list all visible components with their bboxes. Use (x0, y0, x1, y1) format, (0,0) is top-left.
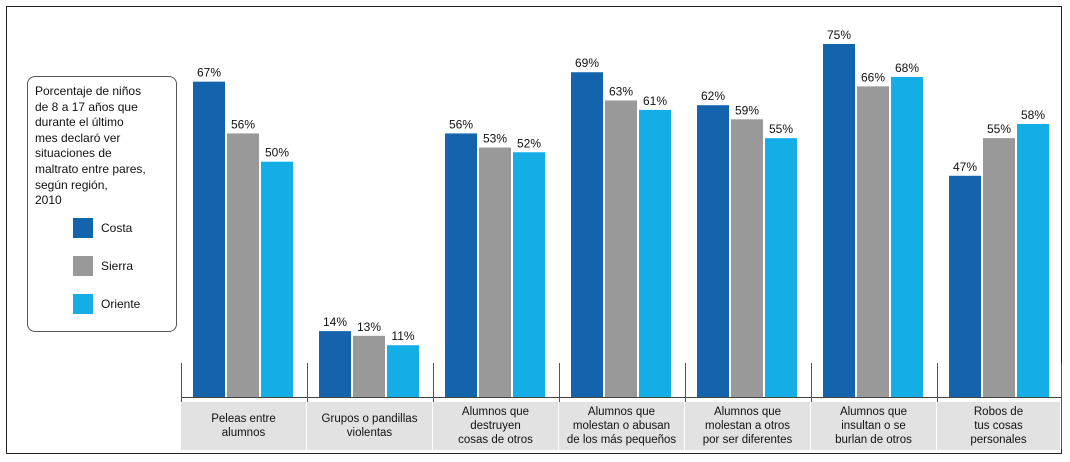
category-label-5: Alumnos que insultan o se burlan de otro… (811, 402, 936, 450)
legend-label-oriente: Oriente (101, 297, 141, 311)
bar-sierra-6 (983, 138, 1015, 397)
data-label-costa-1: 14% (323, 315, 347, 329)
data-label-sierra-6: 55% (987, 122, 1011, 136)
bar-oriente-5 (891, 76, 923, 398)
data-label-oriente-2: 52% (517, 136, 541, 150)
bar-sierra-4 (731, 119, 763, 397)
data-label-costa-4: 62% (701, 89, 725, 103)
legend-item-costa: Costa (73, 218, 132, 238)
category-label-text: Peleas entre alumnos (211, 413, 276, 439)
bar-costa-3 (571, 72, 603, 398)
bar-sierra-0 (227, 133, 259, 397)
legend-swatch-oriente (73, 294, 93, 314)
category-label-6: Robos de tus cosas personales (937, 402, 1060, 450)
category-label-text: Alumnos que molestan a otros por ser dif… (702, 406, 793, 446)
legend-swatch-sierra (73, 256, 93, 276)
bar-costa-1 (319, 331, 351, 397)
bar-chart: 67% 56% 50% 14% 13% 11% 56% 53% 52% 69% 63% 61% 62% 5… (181, 28, 1062, 449)
legend-label-sierra: Sierra (101, 259, 134, 273)
bar-oriente-3 (639, 109, 671, 397)
data-label-oriente-1: 11% (391, 329, 414, 343)
data-label-oriente-3: 61% (643, 94, 667, 108)
category-label-4: Alumnos que molestan a otros por ser dif… (685, 402, 810, 450)
legend-item-sierra: Sierra (73, 256, 133, 276)
bar-costa-6 (949, 175, 981, 397)
data-label-sierra-5: 66% (861, 70, 885, 84)
bar-oriente-4 (765, 138, 797, 397)
category-label-2: Alumnos que destruyen cosas de otros (433, 402, 558, 450)
data-label-sierra-4: 59% (735, 103, 759, 117)
data-label-sierra-1: 13% (357, 320, 381, 334)
data-label-sierra-3: 63% (609, 84, 633, 98)
category-label-text: Robos de tus cosas personales (970, 406, 1027, 446)
legend-box (27, 76, 177, 332)
data-label-oriente-6: 58% (1021, 108, 1045, 122)
bar-oriente-2 (513, 152, 545, 397)
bar-oriente-6 (1017, 124, 1049, 397)
data-label-sierra-2: 53% (483, 132, 507, 146)
bar-sierra-5 (857, 86, 889, 398)
bar-oriente-1 (387, 345, 419, 397)
data-label-oriente-5: 68% (895, 61, 919, 75)
legend-item-oriente: Oriente (73, 294, 140, 314)
data-label-oriente-4: 55% (769, 122, 793, 136)
bar-sierra-3 (605, 100, 637, 397)
data-label-costa-6: 47% (953, 160, 977, 174)
data-label-oriente-0: 50% (265, 146, 289, 160)
category-label-text: Alumnos que insultan o se burlan de otro… (835, 406, 912, 446)
bar-costa-5 (823, 44, 855, 397)
data-label-costa-2: 56% (449, 117, 473, 131)
legend-label-costa: Costa (101, 221, 133, 235)
data-label-costa-5: 75% (827, 28, 851, 42)
bar-costa-4 (697, 105, 729, 397)
legend-swatch-costa (73, 218, 93, 238)
category-label-0: Peleas entre alumnos (181, 402, 306, 450)
data-label-sierra-0: 56% (231, 117, 255, 131)
bar-sierra-2 (479, 147, 511, 397)
bar-costa-0 (193, 81, 225, 398)
category-label-3: Alumnos que molestan o abusan de los más… (559, 402, 684, 450)
chart-frame: 67% 56% 50% 14% 13% 11% 56% 53% 52% 69% 63% 61% 62% 5… (6, 6, 1062, 454)
bar-oriente-0 (261, 161, 293, 397)
legend-title: Porcentaje de niños de 8 a 17 años que d… (35, 84, 146, 208)
category-label-text: Alumnos que destruyen cosas de otros (458, 406, 533, 446)
bar-sierra-1 (353, 335, 385, 397)
category-label-text: Alumnos que molestan o abusan de los más… (566, 406, 677, 446)
data-label-costa-3: 69% (575, 56, 599, 70)
category-label-text: Grupos o pandillas violentas (321, 413, 418, 439)
category-label-1: Grupos o pandillas violentas (307, 402, 432, 450)
bar-costa-2 (445, 133, 477, 397)
data-label-costa-0: 67% (197, 66, 221, 80)
